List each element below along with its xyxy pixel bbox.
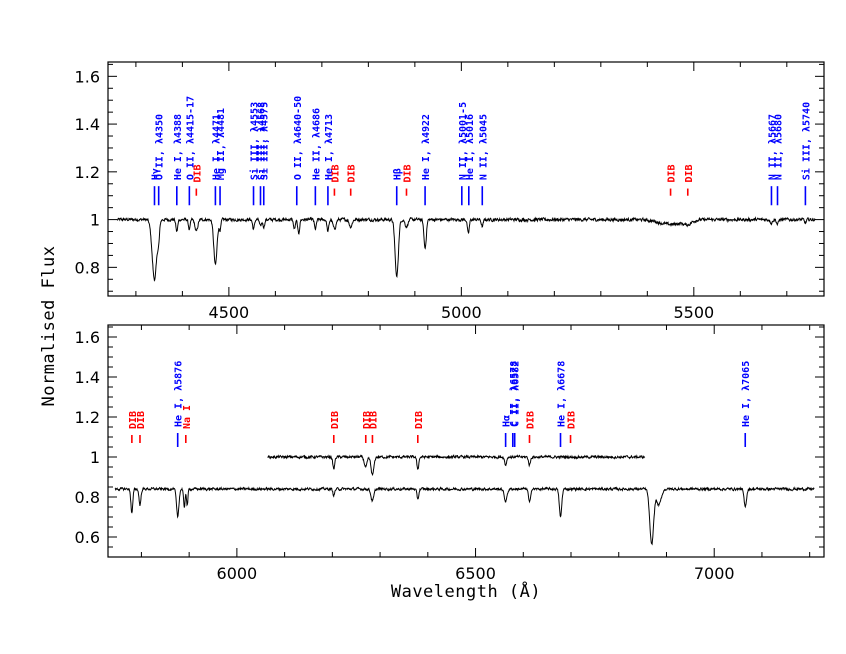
line-label-stellar: Si III, λ5740	[800, 102, 812, 180]
line-label-stellar: He I, λ4388	[173, 114, 184, 180]
line-label-dib: DIB	[414, 411, 425, 429]
spectrum-line-primary	[114, 486, 815, 546]
spectrum-line-offset-high	[267, 454, 646, 477]
y-tick-label: 1.4	[75, 115, 100, 134]
line-label-dib: DIB	[667, 164, 678, 182]
line-label-dib: DIB	[567, 411, 578, 429]
line-label-stellar: Hγ	[150, 168, 161, 180]
line-label-dib: DIB	[136, 411, 147, 429]
line-label-dib: DIB	[368, 411, 379, 429]
x-tick-label: 6500	[455, 564, 496, 583]
y-tick-label: 1.6	[75, 328, 100, 347]
line-label-stellar: N II, λ5680	[774, 114, 785, 180]
x-tick-label: 5500	[673, 303, 714, 322]
line-label-stellar: He I, λ7065	[741, 361, 752, 427]
panel-top: 4500 5000 5500 0.8 1 1.2 1.4 1.6 HγO II, λ4350 He…	[75, 61, 825, 322]
line-label-stellar: N II, λ5001-5	[458, 102, 469, 180]
y-tick-label: 1	[90, 448, 100, 467]
line-label-stellar: Mg II, λ4481	[216, 108, 227, 180]
y-tick-label: 1.2	[75, 408, 100, 427]
line-label-dib: DIB	[192, 164, 203, 182]
line-label-dib: DIB	[330, 164, 341, 182]
y-tick-label: 1	[90, 211, 100, 230]
line-label-stellar: N II, λ5667	[767, 114, 778, 180]
line-label-stellar: Si III, λ4575	[259, 102, 271, 180]
line-label-stellar: He I, λ4922	[421, 114, 432, 180]
line-label-dib: DIB	[402, 164, 413, 182]
line-label-stellar: O II, λ4640-50	[293, 96, 304, 180]
y-tick-label: 0.8	[75, 488, 100, 507]
x-tick-label: 7000	[694, 564, 735, 583]
x-axis-title: Wavelength (Å)	[391, 580, 541, 602]
line-label-stellar: He I, λ5876	[174, 361, 185, 427]
x-tick-label: 5000	[441, 303, 482, 322]
plot-frame	[107, 61, 825, 297]
line-label-dib: DIB	[525, 411, 536, 429]
line-label-dib: DIB	[128, 411, 139, 429]
line-label-stellar: Hα	[502, 415, 513, 427]
line-label-dib: Na I	[182, 405, 193, 429]
line-label-stellar: He I, λ4713	[324, 114, 335, 180]
line-label-stellar: He I, λ5016	[465, 114, 476, 180]
line-label-stellar: C II, λ6582	[511, 361, 522, 427]
y-tick-label: 1.6	[75, 67, 100, 86]
line-label-stellar: Si III, λ4568	[255, 102, 267, 180]
line-label-stellar: O II, λ4415-17	[185, 96, 196, 180]
line-label-stellar: C II, λ6578	[509, 361, 520, 427]
y-tick-label: 1.2	[75, 163, 100, 182]
line-label-stellar: Hβ	[393, 168, 404, 180]
line-label-stellar: He I, λ6678	[557, 361, 568, 427]
line-label-dib: DIB	[347, 164, 358, 182]
line-label-stellar: N II, λ5045	[478, 114, 489, 180]
y-tick-label: 0.6	[75, 528, 100, 547]
line-label-stellar: He II, λ4686	[311, 108, 322, 180]
spectrum-line	[116, 216, 816, 282]
line-label-stellar: He I, λ4471	[211, 114, 222, 180]
x-tick-label: 4500	[209, 303, 250, 322]
y-tick-label: 0.8	[75, 258, 100, 277]
y-axis-title: Normalised Flux	[39, 245, 59, 406]
line-label-dib: DIB	[684, 164, 695, 182]
line-label-dib: DIB	[362, 411, 373, 429]
y-tick-label: 1.4	[75, 368, 100, 387]
line-label-stellar: Si III, λ4553	[249, 102, 261, 180]
plot-frame	[107, 324, 825, 558]
line-label-dib: DIB	[330, 411, 341, 429]
line-label-stellar: O II, λ4350	[155, 114, 166, 180]
x-tick-label: 6000	[217, 564, 258, 583]
